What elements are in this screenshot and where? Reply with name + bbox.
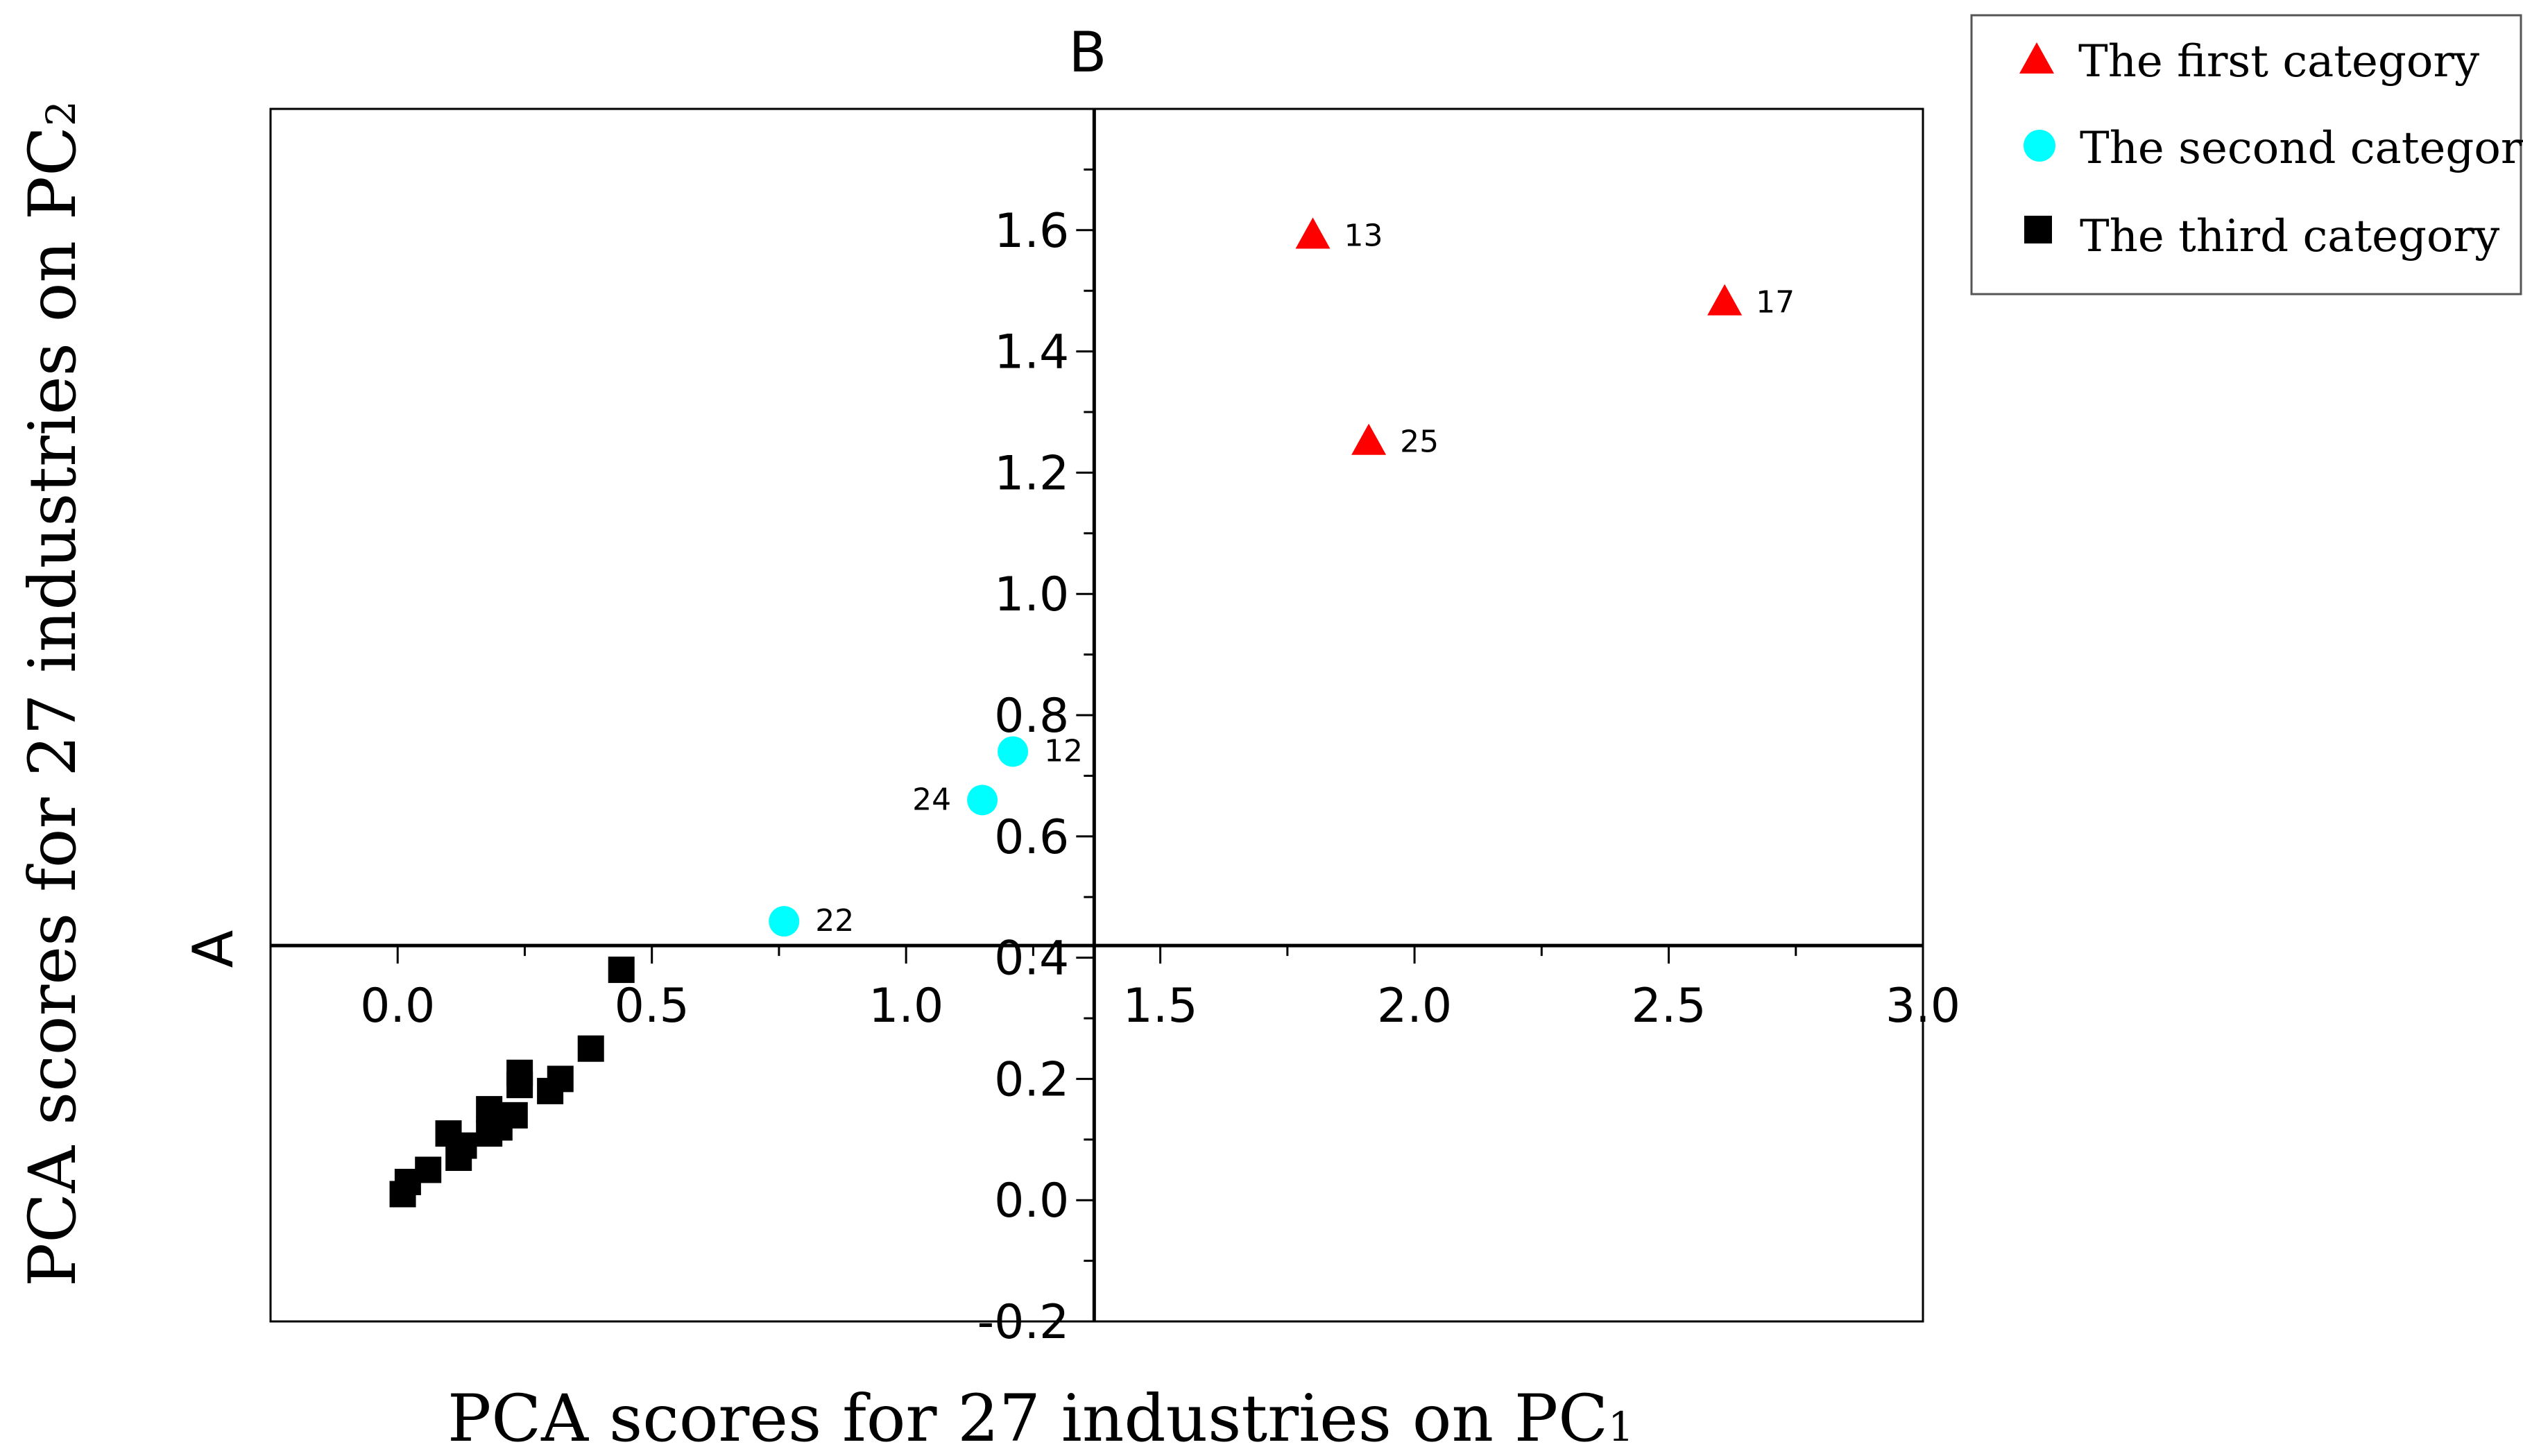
axis-ticks bbox=[269, 108, 1924, 1323]
y-axis-title-main: PCA scores for 27 industries on PC bbox=[15, 126, 91, 1287]
y-tick-label: 0.0 bbox=[994, 1174, 1069, 1228]
second-category-point bbox=[769, 906, 800, 937]
x-tick-label: 1.5 bbox=[1123, 979, 1198, 1034]
data-point-labels: 13 17 25 12 24 22 bbox=[815, 219, 1795, 939]
y-tick-label: -0.2 bbox=[977, 1295, 1070, 1350]
y-tick-label: 1.4 bbox=[994, 325, 1069, 380]
legend-triangle-icon bbox=[2019, 42, 2054, 74]
second-category-point bbox=[967, 785, 998, 816]
first-category-point bbox=[1295, 217, 1331, 249]
x-tick-label: 0.0 bbox=[360, 979, 435, 1034]
third-category-point bbox=[435, 1120, 462, 1147]
x-axis-title: PCA scores for 27 industries on PC1 bbox=[447, 1381, 1634, 1456]
legend-item-third-category: The third category bbox=[2080, 211, 2499, 262]
legend-circle-icon bbox=[2024, 130, 2055, 162]
legend-item-first-category: The first category bbox=[2078, 36, 2479, 87]
y-tick-label: 0.4 bbox=[994, 932, 1069, 986]
legend-box bbox=[1970, 14, 2522, 296]
point-label: 24 bbox=[912, 782, 951, 817]
third-category-point bbox=[445, 1145, 472, 1172]
x-tick-label: 1.0 bbox=[869, 979, 943, 1034]
legend-item-second-category: The second category bbox=[2080, 123, 2523, 174]
point-label: 22 bbox=[815, 903, 854, 939]
x-tick-label: 2.0 bbox=[1377, 979, 1452, 1034]
y-tick-label: 1.2 bbox=[994, 446, 1069, 501]
third-category-point bbox=[476, 1120, 503, 1147]
point-label: 13 bbox=[1344, 219, 1383, 254]
third-category-point bbox=[476, 1096, 503, 1123]
point-label: 17 bbox=[1756, 285, 1795, 320]
x-tick-label: 2.5 bbox=[1631, 979, 1706, 1034]
x-axis-title-subscript: 1 bbox=[1608, 1403, 1634, 1450]
third-category-point bbox=[389, 1181, 416, 1208]
y-tick-label: 0.8 bbox=[994, 689, 1069, 744]
legend-square-icon bbox=[2024, 216, 2052, 243]
legend: The first category The second category T… bbox=[1970, 14, 2523, 296]
first-category-point bbox=[1351, 423, 1387, 455]
x-axis-letter: A bbox=[181, 930, 246, 968]
point-label: 12 bbox=[1044, 733, 1083, 769]
data-points bbox=[389, 217, 1743, 1208]
y-axis-title: PCA scores for 27 industries on PC2 bbox=[15, 101, 91, 1287]
x-axis-title-main: PCA scores for 27 industries on PC bbox=[447, 1381, 1608, 1456]
third-category-point bbox=[577, 1035, 604, 1062]
x-tick-label: 3.0 bbox=[1885, 979, 1960, 1034]
x-tick-label: 0.5 bbox=[615, 979, 690, 1034]
third-category-point bbox=[506, 1072, 533, 1099]
y-axis-letter: B bbox=[1069, 20, 1107, 85]
y-tick-label: 0.2 bbox=[994, 1052, 1069, 1107]
plot-frame bbox=[269, 108, 1924, 1323]
third-category-point bbox=[608, 957, 635, 984]
y-axis-title-subscript: 2 bbox=[37, 101, 85, 126]
y-tick-label: 1.0 bbox=[994, 567, 1069, 622]
first-category-point bbox=[1707, 284, 1743, 316]
point-label: 25 bbox=[1400, 425, 1439, 460]
third-category-point bbox=[537, 1077, 564, 1104]
axis-tick-labels: 0.0 0.5 1.0 1.5 2.0 2.5 3.0 -0.2 0.0 0.2 0.4 0.6 0.8… bbox=[360, 204, 1960, 1350]
second-category-point bbox=[998, 736, 1029, 767]
y-tick-label: 1.6 bbox=[994, 204, 1069, 259]
y-tick-label: 0.6 bbox=[994, 810, 1069, 865]
